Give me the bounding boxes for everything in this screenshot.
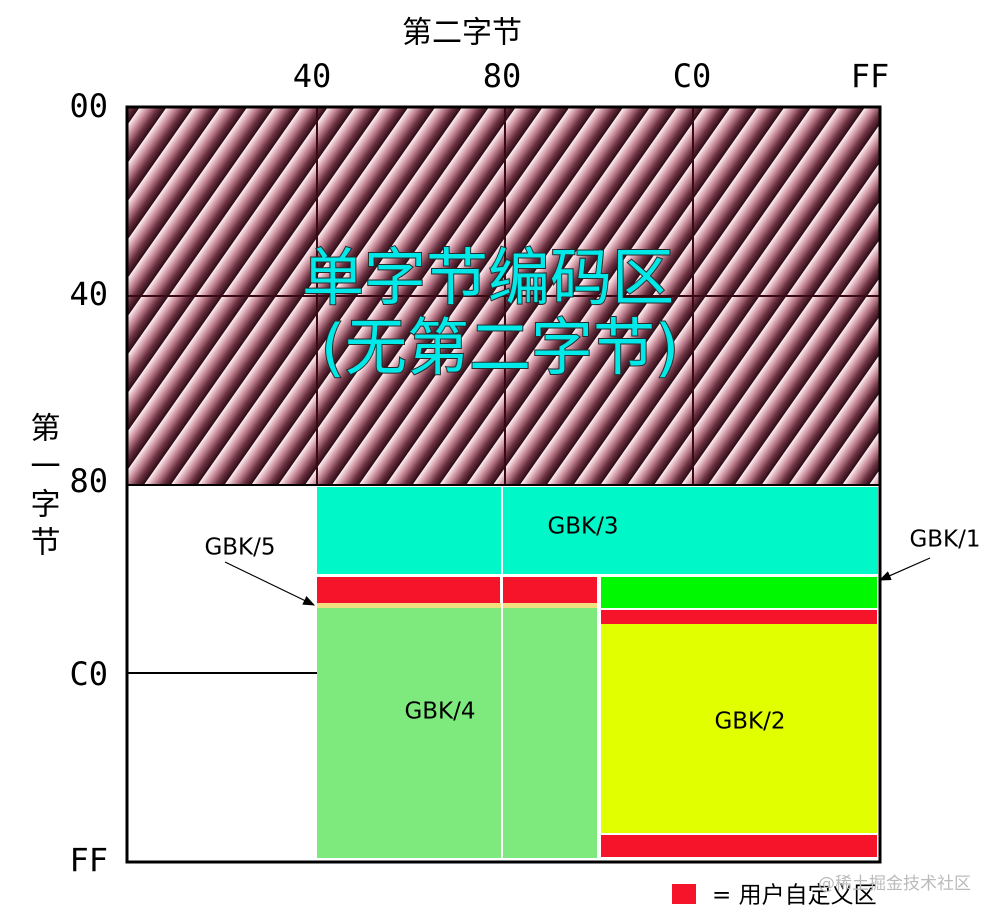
user-defined-region xyxy=(317,577,500,603)
y-axis-title: 第一字节 xyxy=(25,412,60,564)
gbk2-region xyxy=(601,624,877,833)
x-tick-label: 80 xyxy=(483,57,522,95)
gbk3-label: GBK/3 xyxy=(547,514,618,540)
user-defined-region xyxy=(503,577,597,603)
arrow xyxy=(878,557,931,581)
grid xyxy=(127,107,880,485)
gbk1-label: GBK/1 xyxy=(909,527,980,553)
legend-label: = 用户自定义区 xyxy=(712,883,877,909)
arrow xyxy=(224,561,316,606)
y-tick-label: 40 xyxy=(69,275,108,313)
x-axis-title: 第二字节 xyxy=(402,16,522,51)
gbk5-label: GBK/5 xyxy=(204,535,275,561)
x-tick-label: FF xyxy=(851,57,890,95)
y-tick-label: C0 xyxy=(69,655,108,693)
gbk2-label: GBK/2 xyxy=(714,709,785,735)
zone-title: 单字节编码区 xyxy=(302,241,674,314)
x-tick-label: C0 xyxy=(673,57,712,95)
user-defined-region xyxy=(601,610,877,624)
y-tick-label: FF xyxy=(69,841,108,879)
y-tick-label: 00 xyxy=(69,87,108,125)
x-tick-label: 40 xyxy=(293,57,332,95)
zone-subtitle: (无第二字节) xyxy=(321,311,679,384)
gbk4-region xyxy=(317,608,597,858)
y-tick-label: 80 xyxy=(69,462,108,500)
gbk1-region xyxy=(601,577,877,608)
frame xyxy=(125,105,882,864)
legend-swatch xyxy=(672,884,696,904)
gbk4-label: GBK/4 xyxy=(404,699,475,725)
user-defined-region xyxy=(601,835,877,857)
strip xyxy=(317,603,597,608)
gbk3-region xyxy=(317,487,878,574)
watermark: @稀土掘金技术社区 xyxy=(818,874,971,894)
